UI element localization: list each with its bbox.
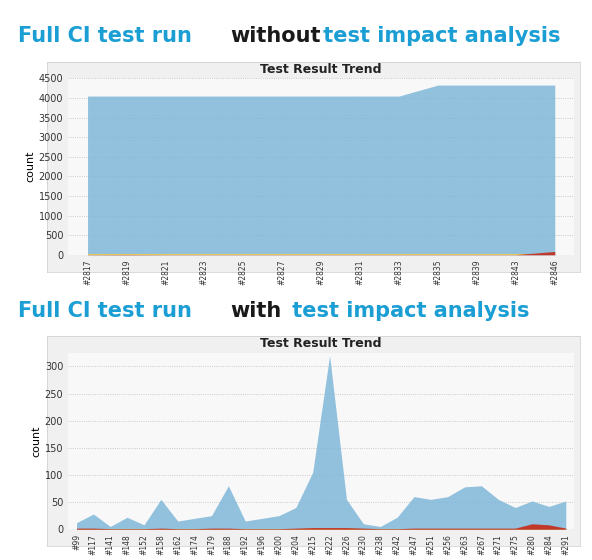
Title: Test Result Trend: Test Result Trend (260, 337, 382, 350)
Text: without: without (231, 26, 321, 46)
Text: test impact analysis: test impact analysis (316, 26, 561, 46)
Text: Full CI test run: Full CI test run (18, 301, 199, 320)
Title: Test Result Trend: Test Result Trend (260, 63, 382, 76)
Y-axis label: count: count (25, 151, 36, 183)
Text: with: with (231, 301, 282, 320)
Y-axis label: count: count (32, 425, 42, 457)
Text: test impact analysis: test impact analysis (285, 301, 529, 320)
Text: Full CI test run: Full CI test run (18, 26, 199, 46)
